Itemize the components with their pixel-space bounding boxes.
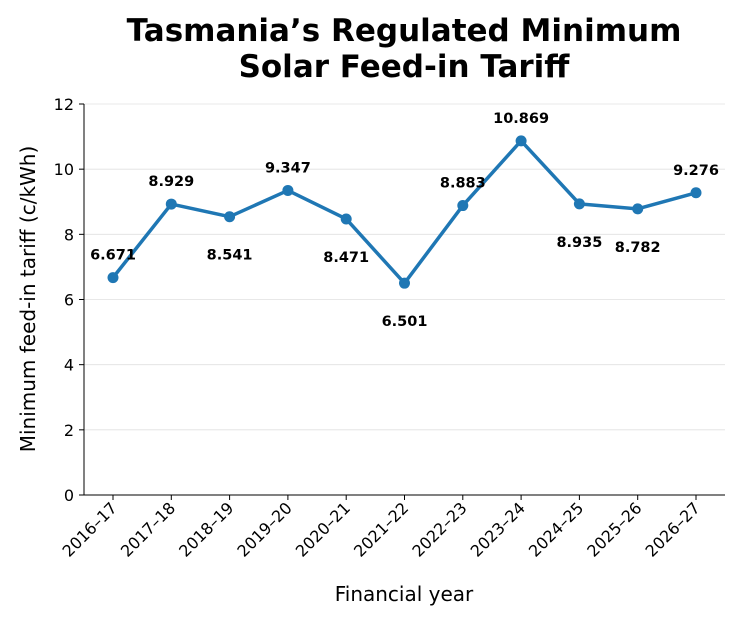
x-tick-label: 2020–21 [292,498,354,560]
x-tick-label: 2025–26 [583,498,645,560]
x-tick-label: 2019–20 [233,498,295,560]
data-point [632,203,644,215]
x-tick-label: 2022–23 [408,498,470,560]
x-tick-label: 2018–19 [175,498,237,560]
data-label: 8.782 [615,240,661,256]
data-label: 9.347 [265,160,311,176]
x-ticks: 2016–172017–182018–192019–202020–212021–… [59,495,704,561]
y-ticks: 0 2 4 6 8 10 12 [54,95,84,505]
data-label: 6.671 [90,248,136,264]
y-tick-label: 8 [64,225,74,244]
data-label: 8.541 [207,248,253,264]
data-point [107,272,119,284]
x-axis-label: Financial year [335,582,474,606]
data-point [399,277,410,289]
series-line [111,139,698,285]
y-axis-label: Minimum feed-in tariff (c/kWh) [16,146,40,453]
x-tick-label: 2023–24 [467,498,529,560]
y-tick-label: 4 [64,356,74,375]
data-label: 10.869 [493,111,549,127]
data-label: 8.471 [323,250,369,266]
data-point [165,198,177,210]
data-point [282,184,294,196]
y-tick-label: 10 [54,160,74,179]
data-label: 6.501 [382,314,428,330]
data-label: 8.935 [556,235,602,251]
data-label: 8.883 [440,176,486,192]
data-point [690,187,702,199]
data-label: 9.276 [673,163,719,179]
x-tick-label: 2024–25 [525,498,587,560]
data-point [515,135,527,147]
chart-title-line-2: Solar Feed-in Tariff [239,49,571,85]
y-tick-label: 12 [54,95,74,114]
gridlines [84,103,725,496]
x-tick-label: 2017–18 [117,498,179,560]
data-point [224,211,236,223]
data-point [573,198,585,210]
x-tick-label: 2026–27 [642,498,704,560]
y-tick-label: 6 [64,291,74,310]
data-point [340,213,352,225]
x-tick-label: 2021–22 [350,498,412,560]
data-point [457,200,469,212]
y-tick-label: 0 [64,486,74,505]
series [107,135,702,289]
data-labels: 6.671 8.929 8.541 9.347 8.471 6.501 8.883 10.86… [90,111,719,330]
y-tick-label: 2 [64,421,74,440]
data-label: 8.929 [148,174,194,190]
chart-title-line-1: Tasmania’s Regulated Minimum [127,13,682,49]
x-tick-label: 2016–17 [59,498,121,560]
